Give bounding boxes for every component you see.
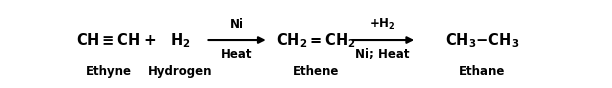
Text: Ni: Ni	[230, 18, 244, 31]
Text: $\mathbf{+H_2}$: $\mathbf{+H_2}$	[369, 17, 396, 32]
Text: Ni; Heat: Ni; Heat	[355, 48, 409, 61]
Text: $\mathbf{CH_2{=}CH_2}$: $\mathbf{CH_2{=}CH_2}$	[276, 31, 356, 50]
Text: Ethane: Ethane	[459, 65, 506, 78]
Text: Ethene: Ethene	[293, 65, 339, 78]
Text: $\mathbf{+}$: $\mathbf{+}$	[143, 33, 157, 48]
Text: Ethyne: Ethyne	[86, 65, 132, 78]
Text: Hydrogen: Hydrogen	[147, 65, 212, 78]
Text: $\mathbf{CH\equiv CH}$: $\mathbf{CH\equiv CH}$	[76, 32, 141, 48]
Text: Heat: Heat	[221, 48, 253, 61]
Text: $\mathbf{CH_3{-}CH_3}$: $\mathbf{CH_3{-}CH_3}$	[445, 31, 519, 50]
Text: $\mathbf{H_2}$: $\mathbf{H_2}$	[170, 31, 190, 50]
